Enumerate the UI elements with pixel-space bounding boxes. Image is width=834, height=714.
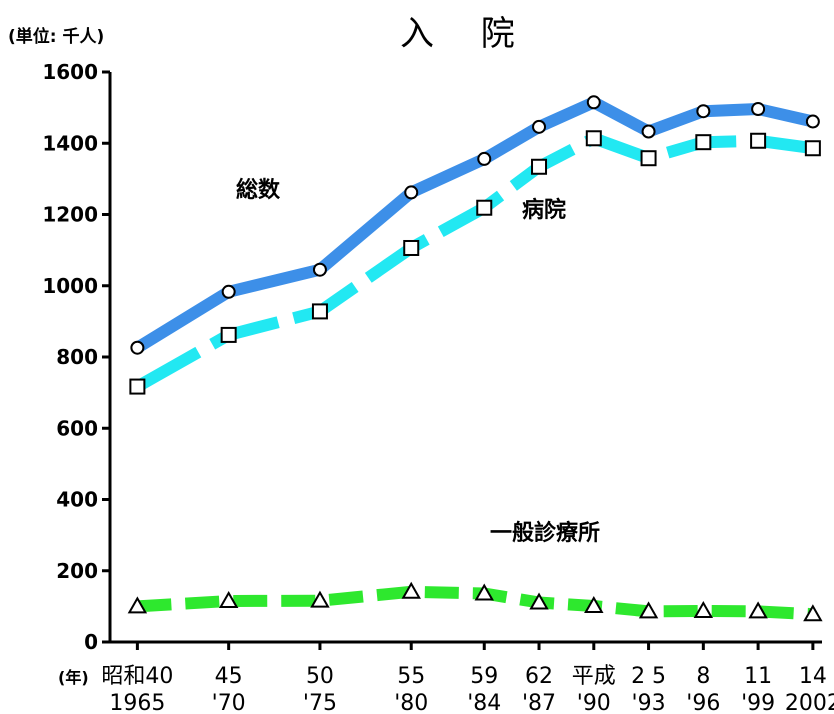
markers-group xyxy=(127,95,823,622)
data-point-clinic xyxy=(584,596,604,614)
y-tick-label: 1200 xyxy=(42,203,98,227)
data-point-clinic xyxy=(127,596,148,614)
y-tick-label: 400 xyxy=(56,488,98,512)
data-point-total xyxy=(751,102,766,117)
data-point-total xyxy=(130,340,145,355)
x-axis-label: (年) xyxy=(58,668,89,687)
data-point-total xyxy=(696,104,711,119)
data-point-clinic xyxy=(401,581,421,599)
y-tick-label: 600 xyxy=(56,416,98,440)
x-tick-label-era: 50 xyxy=(306,664,334,689)
x-tick-label-year: 1965 xyxy=(109,691,165,714)
data-point-hospital xyxy=(695,134,712,151)
data-point-hospital xyxy=(220,326,237,343)
data-point-total xyxy=(312,262,327,277)
data-point-clinic xyxy=(693,600,714,619)
y-tick-label: 200 xyxy=(56,559,98,583)
data-point-hospital xyxy=(750,132,767,149)
x-tick-label-year: '93 xyxy=(632,691,666,714)
x-tick-label-year: '87 xyxy=(522,691,556,714)
x-tick-label-era: 55 xyxy=(397,664,425,689)
x-tick-label-era: 8 xyxy=(696,664,710,689)
x-tick-label-year: '99 xyxy=(741,691,775,714)
data-point-total xyxy=(532,119,547,134)
data-point-total xyxy=(404,185,419,200)
chart-title: 入 院 xyxy=(400,14,533,54)
data-point-clinic xyxy=(803,604,823,622)
data-point-total xyxy=(641,124,656,139)
data-point-hospital xyxy=(311,303,328,320)
data-point-clinic xyxy=(218,591,239,609)
data-point-hospital xyxy=(531,158,548,175)
y-tick-label: 0 xyxy=(84,630,98,654)
x-tick-label-year: '80 xyxy=(394,691,428,714)
unit-label: (単位: 千人) xyxy=(8,26,104,47)
x-tick-label-era: 62 xyxy=(525,664,553,689)
data-point-hospital xyxy=(403,239,420,256)
data-point-hospital xyxy=(585,130,602,147)
x-tick-label-era: 59 xyxy=(470,664,498,689)
y-tick-label: 1000 xyxy=(42,274,98,298)
x-tick-label-era: 45 xyxy=(215,664,243,689)
series-line-clinic xyxy=(137,585,814,621)
axes xyxy=(108,72,822,644)
data-point-total xyxy=(805,114,820,129)
data-point-hospital xyxy=(476,199,493,216)
x-tick-label-year: '70 xyxy=(212,691,246,714)
data-point-total xyxy=(477,151,492,166)
series-line-hospital xyxy=(134,132,814,392)
series-label-hospital: 病院 xyxy=(522,197,566,223)
x-tick-label-year: '90 xyxy=(577,691,611,714)
data-point-clinic xyxy=(638,601,659,619)
y-ticks: 0 200 400 600 800 1000 1200 1400 1600 xyxy=(42,60,110,654)
data-point-clinic xyxy=(748,601,768,619)
data-point-clinic xyxy=(474,583,494,601)
data-point-hospital xyxy=(129,378,146,395)
x-tick-label-year: 2002 xyxy=(785,691,834,714)
x-tick-label-era: 昭和40 xyxy=(101,664,173,689)
x-tick-label-era: 11 xyxy=(744,664,772,689)
data-point-clinic xyxy=(310,590,330,608)
data-point-hospital xyxy=(640,150,657,167)
x-tick-label-year: '75 xyxy=(303,691,337,714)
data-point-total xyxy=(221,284,236,299)
y-tick-label: 800 xyxy=(56,345,98,369)
data-point-hospital xyxy=(804,140,821,157)
data-point-total xyxy=(586,95,601,110)
data-point-clinic xyxy=(529,592,549,610)
x-tick-label-era: 2 5 xyxy=(631,664,666,689)
x-tick-label-era: 14 xyxy=(799,664,827,689)
x-tick-label-year: '96 xyxy=(686,691,720,714)
x-tick-label-year: '84 xyxy=(467,691,501,714)
y-tick-label: 1600 xyxy=(42,60,98,84)
x-tick-label-era: 平成 xyxy=(572,664,616,689)
y-tick-label: 1400 xyxy=(42,131,98,155)
series-label-clinic: 一般診療所 xyxy=(490,520,600,546)
series-label-total: 総数 xyxy=(236,177,281,203)
